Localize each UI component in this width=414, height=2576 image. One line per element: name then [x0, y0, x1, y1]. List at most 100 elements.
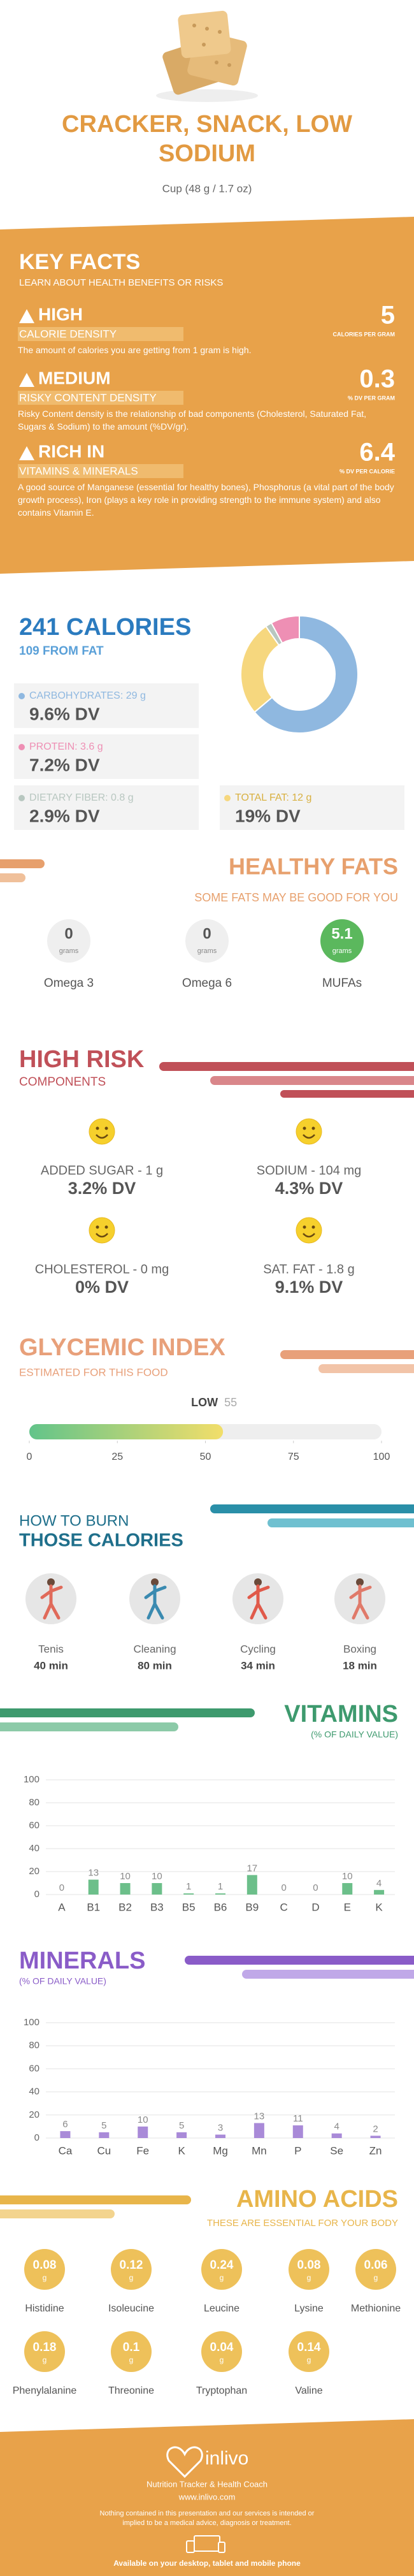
nutrient-row-background [14, 683, 199, 728]
risk-dv: 0% DV [75, 1277, 129, 1297]
fat-circle [185, 919, 229, 963]
gauge-tick-label: 50 [200, 1452, 211, 1462]
fact-name-band [18, 464, 183, 478]
risk-dv: 3.2% DV [68, 1179, 136, 1198]
x-tick-label: Ca [59, 2144, 73, 2157]
nutrient-label: PROTEIN: 3.6 g [29, 741, 103, 752]
fact-description: Risky Content density is the relationshi… [18, 409, 367, 432]
nutrient-bullet [18, 693, 25, 699]
amino-value: 0.1 [123, 2341, 140, 2354]
calories-title: 241 CALORIES [19, 614, 191, 641]
nutrient-bullet [18, 744, 25, 750]
bar-value-label: 5 [179, 2120, 184, 2131]
brand-logo [166, 2446, 203, 2478]
fact-name: VITAMINS & MINERALS [19, 465, 138, 477]
bar-value-label: 0 [281, 1882, 286, 1893]
bar [183, 1893, 194, 1895]
bar [215, 2134, 225, 2138]
y-tick-label: 0 [34, 1889, 39, 1900]
device-icon [186, 2540, 195, 2553]
risk-label: SODIUM - 104 mg [257, 1163, 361, 1177]
section-subtitle: ESTIMATED FOR THIS FOOD [19, 1366, 168, 1378]
amino-unit: g [220, 2355, 224, 2364]
amino-value: 0.08 [297, 2259, 321, 2272]
section-title: MINERALS [19, 1947, 145, 1974]
amino-circle [289, 2249, 329, 2290]
burn-title-top: HOW TO BURN [19, 1512, 129, 1529]
bar-value-label: 4 [376, 1878, 382, 1889]
activity-name: Cleaning [133, 1643, 176, 1655]
amino-value: 0.08 [33, 2259, 57, 2272]
donut-slice [240, 625, 280, 713]
activity-name: Cycling [240, 1643, 276, 1655]
bar [374, 1889, 385, 1895]
gauge-bar [29, 1424, 224, 1439]
amino-circle [201, 2249, 242, 2290]
amino-circle [111, 2331, 152, 2372]
nutrient-dv: 7.2% DV [29, 755, 100, 775]
amino-unit: g [374, 2273, 378, 2282]
bar-value-label: 0 [313, 1882, 318, 1893]
fact-value: 5 [381, 302, 395, 330]
fact-level: MEDIUM [38, 368, 111, 388]
section-subtitle: (% OF DAILY VALUE) [19, 1976, 106, 1986]
x-tick-label: Fe [136, 2144, 149, 2157]
bar [99, 2132, 110, 2138]
fat-unit: grams [197, 947, 217, 955]
amino-circle [201, 2331, 242, 2372]
amino-unit: g [43, 2355, 47, 2364]
fat-circle [47, 919, 90, 963]
amino-unit: g [129, 2355, 134, 2364]
amino-name: Valine [295, 2385, 322, 2396]
nutrient-dv: 19% DV [235, 806, 301, 826]
bar-value-label: 10 [152, 1871, 162, 1882]
amino-name: Tryptophan [196, 2385, 247, 2396]
fat-value: 0 [64, 925, 73, 942]
serving-size: Cup (48 g / 1.7 oz) [162, 182, 252, 194]
x-tick-label: B3 [150, 1901, 164, 1913]
fact-name: RISKY CONTENT DENSITY [19, 391, 157, 404]
fact-description-box: A good source of Manganese (essential fo… [18, 482, 394, 518]
activity-time: 34 min [241, 1659, 275, 1671]
x-tick-label: C [280, 1901, 287, 1913]
smiley-face [89, 1217, 115, 1244]
bar-value-label: 13 [254, 2111, 265, 2121]
gauge-value: 55 [224, 1396, 237, 1409]
amino-name: Phenylalanine [13, 2385, 77, 2396]
section-subtitle: (% OF DAILY VALUE) [311, 1729, 398, 1740]
risk-label: SAT. FAT - 1.8 g [263, 1262, 354, 1276]
calories-subtitle: 109 FROM FAT [19, 644, 104, 658]
bar [246, 1875, 257, 1895]
gauge-tick-label: 25 [111, 1452, 123, 1462]
bar [253, 2123, 264, 2138]
nutrient-label: TOTAL FAT: 12 g [235, 792, 311, 803]
amino-circle [355, 2249, 396, 2290]
smiley-eye [104, 1126, 108, 1130]
fact-value: 0.3 [359, 365, 395, 393]
y-tick-label: 60 [29, 1820, 39, 1831]
bar-value-label: 11 [293, 2113, 303, 2124]
smiley-eye [311, 1225, 315, 1229]
section-title: KEY FACTS [19, 250, 140, 274]
fat-unit: grams [332, 947, 352, 955]
amino-unit: g [220, 2273, 224, 2282]
fact-icon [19, 373, 34, 387]
risk-dv: 4.3% DV [275, 1179, 343, 1198]
nutrient-dv: 2.9% DV [29, 806, 100, 826]
activity-name: Boxing [343, 1643, 376, 1655]
smiley-mouth [96, 1134, 108, 1139]
y-tick-label: 80 [29, 1797, 39, 1808]
activity-figure [247, 1584, 270, 1620]
amino-unit: g [307, 2355, 311, 2364]
section-subtitle: SOME FATS MAY BE GOOD FOR YOU [194, 891, 398, 904]
bar-value-label: 17 [246, 1863, 257, 1874]
smiley-eye [104, 1225, 108, 1229]
amino-name: Leucine [204, 2303, 239, 2314]
tagline: Nutrition Tracker & Health Coach [146, 2479, 268, 2489]
bar-value-label: 5 [101, 2120, 106, 2131]
amino-name: Isoleucine [108, 2303, 154, 2314]
bar [331, 2133, 342, 2138]
nutrient-label: DIETARY FIBER: 0.8 g [29, 792, 134, 803]
activity-figure-head [356, 1578, 364, 1586]
